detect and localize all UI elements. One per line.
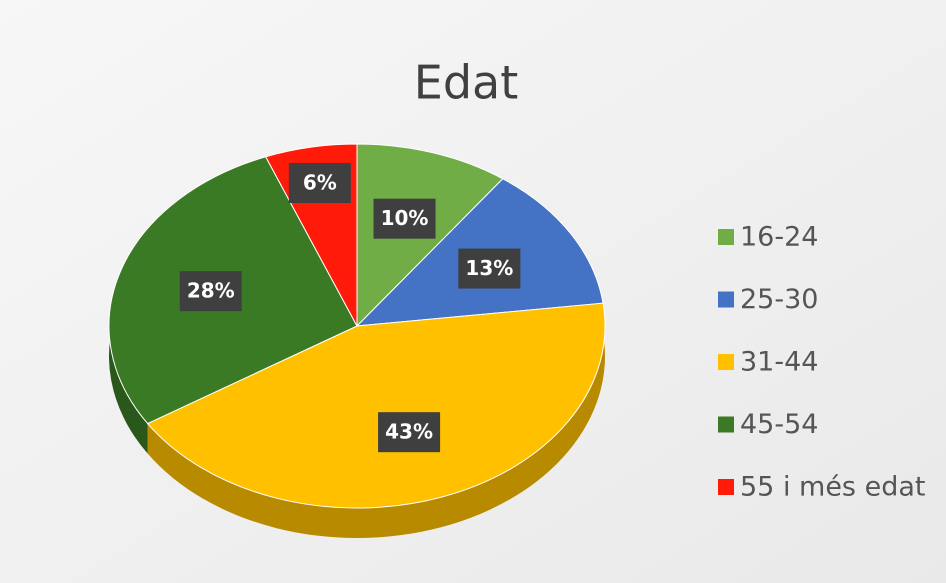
- legend-swatch: [718, 354, 734, 370]
- data-label: 10%: [381, 206, 429, 230]
- data-label-box: [373, 198, 436, 239]
- data-label-box: [458, 248, 521, 289]
- data-label: 28%: [187, 279, 235, 303]
- slice: [146, 302, 606, 509]
- legend-label: 45-54: [740, 409, 818, 440]
- legend-label: 16-24: [740, 222, 818, 253]
- data-label: 43%: [385, 420, 433, 444]
- data-label: 6%: [303, 170, 337, 194]
- legend-label: 31-44: [740, 347, 818, 378]
- legend-swatch: [718, 416, 734, 433]
- data-label-box: [288, 162, 351, 203]
- legend-swatch: [718, 291, 734, 308]
- legend-swatch: [718, 229, 734, 245]
- legend-label: 25-30: [740, 284, 818, 315]
- legend-label: 55 i més edat: [740, 472, 925, 503]
- data-label-box: [179, 271, 242, 312]
- chart-title: Edat: [414, 56, 519, 110]
- data-label: 13%: [465, 256, 513, 280]
- data-label-box: [378, 412, 441, 453]
- legend-swatch: [718, 479, 734, 495]
